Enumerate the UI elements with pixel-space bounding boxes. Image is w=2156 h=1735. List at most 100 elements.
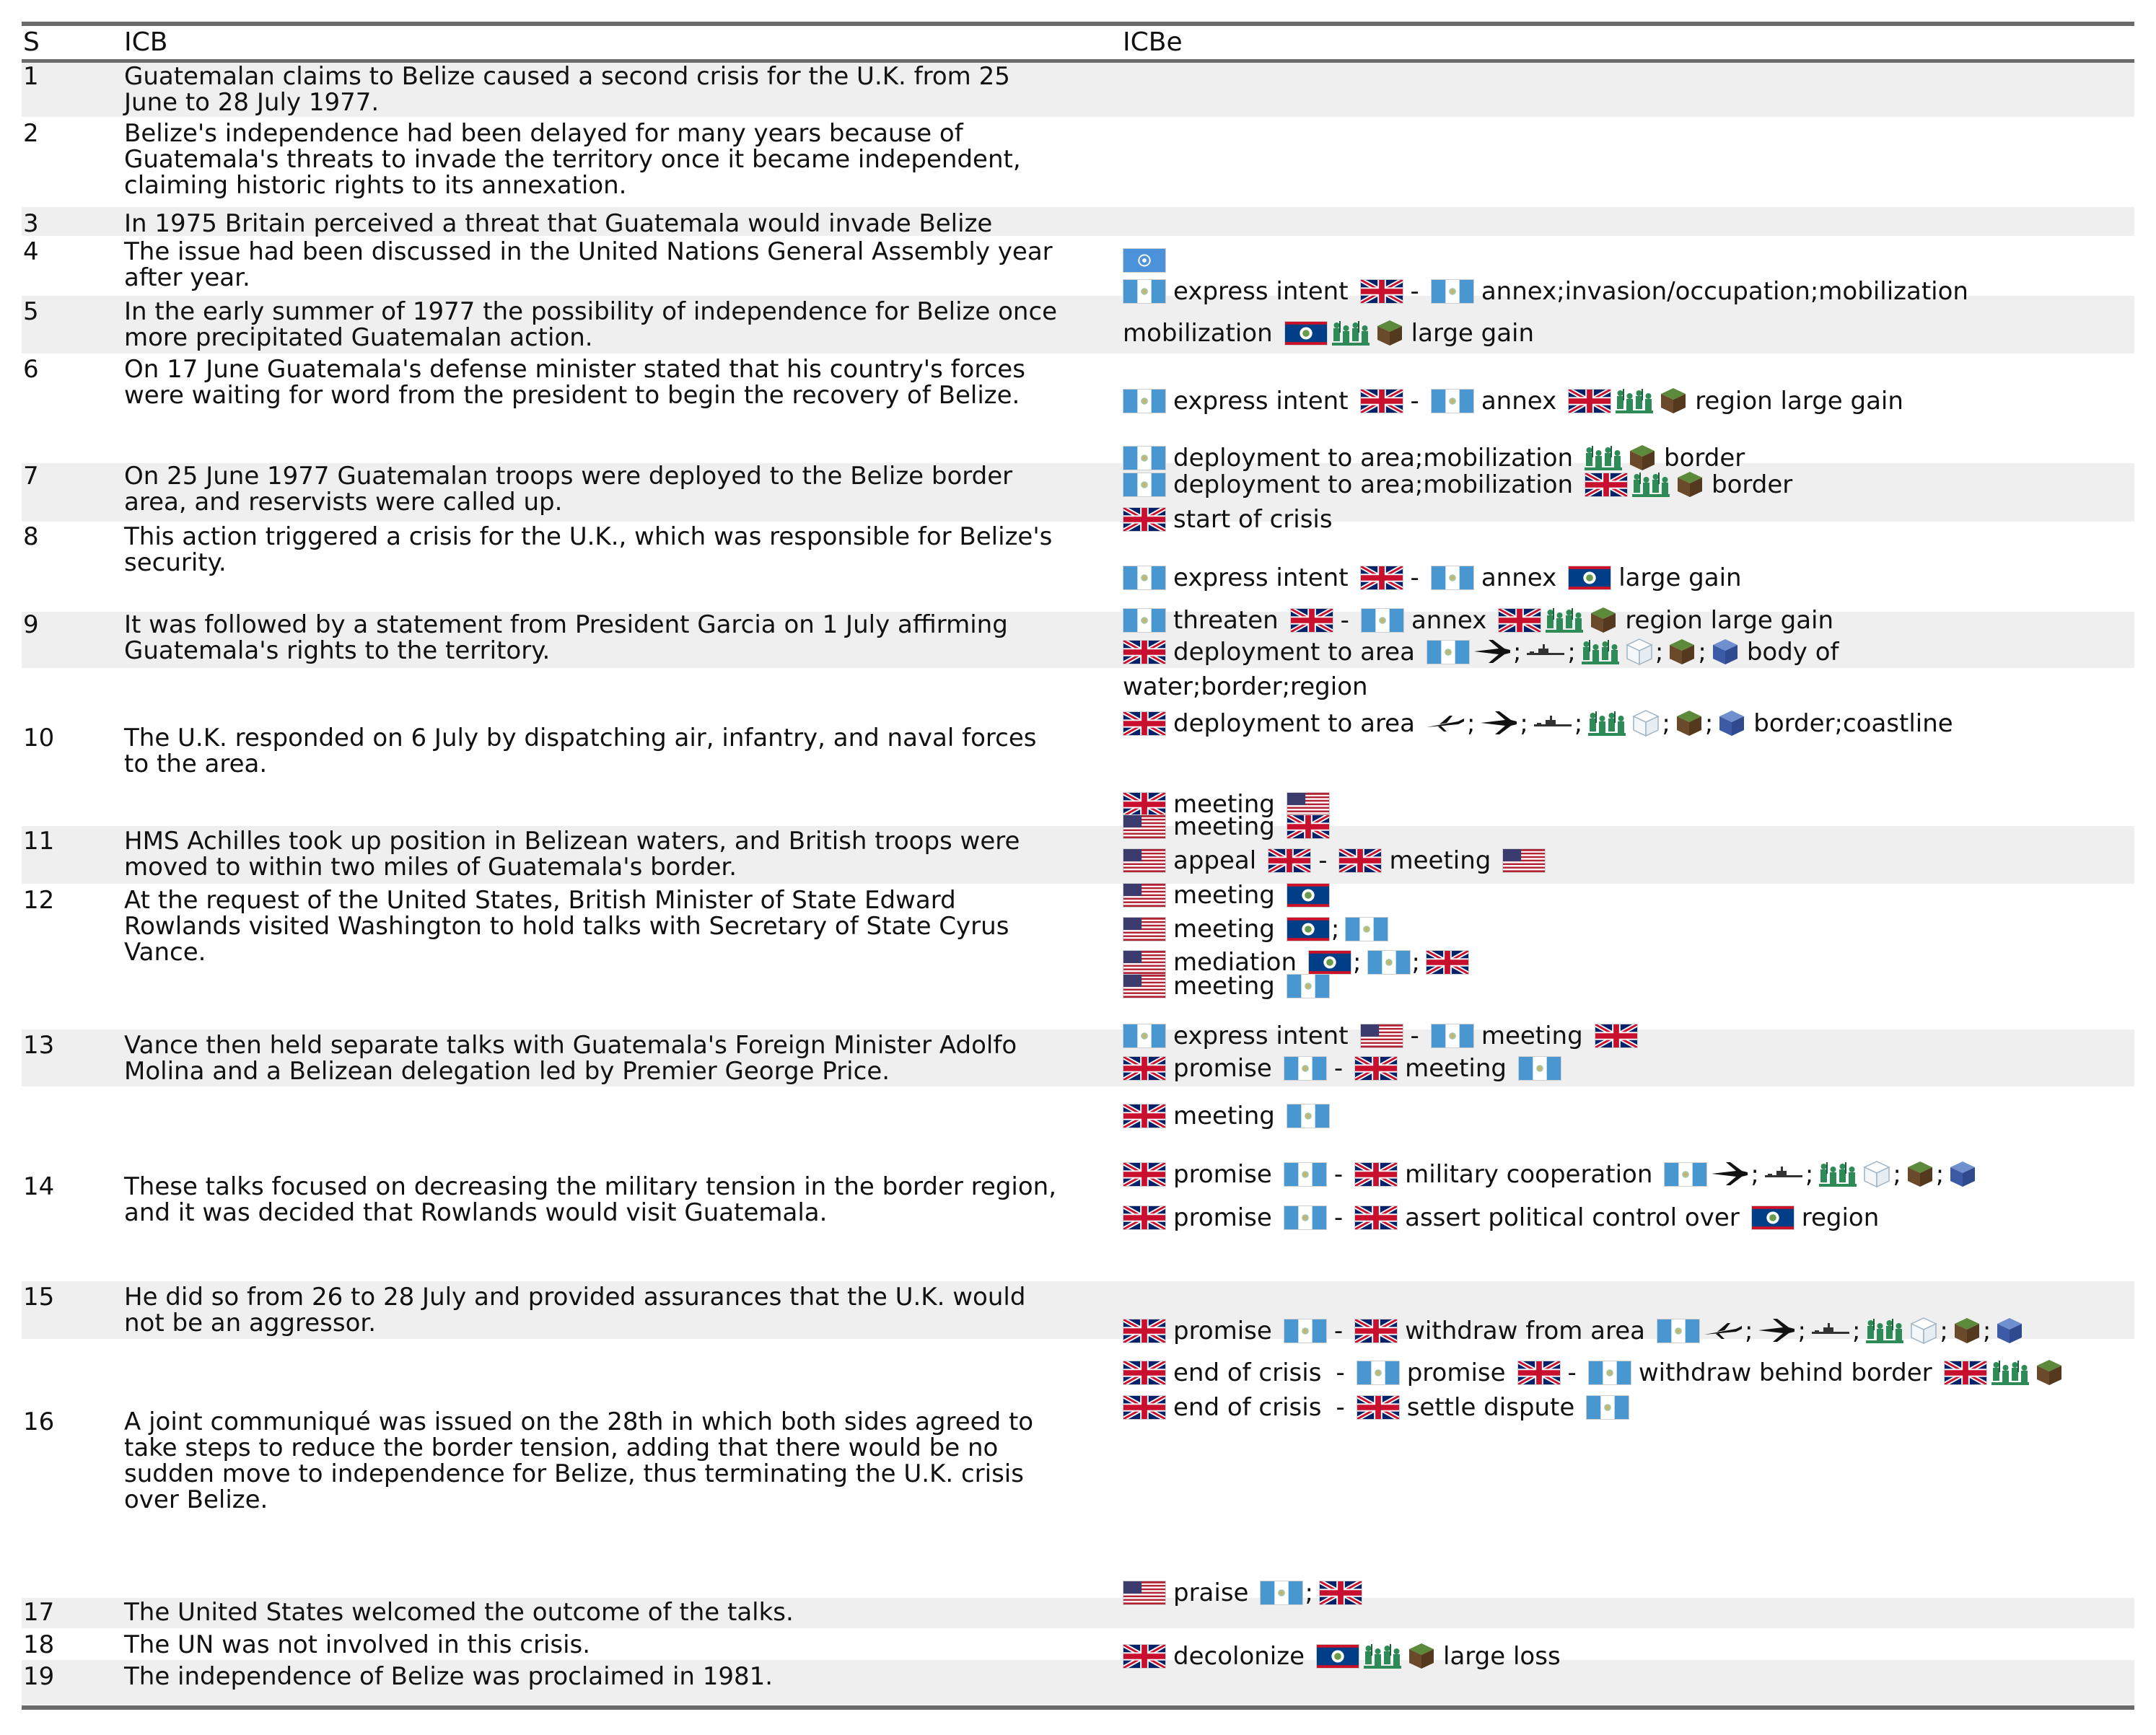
icb-sentence: These talks focused on decreasing the mi…: [124, 1172, 1057, 1227]
row-number: 6: [23, 355, 39, 384]
us-flag-icon: [1123, 848, 1166, 873]
event-label: settle dispute: [1406, 1393, 1575, 1422]
row-band: [22, 826, 2134, 884]
separator: ;: [1935, 1160, 1945, 1189]
soldiers-icon: [1818, 1159, 1859, 1188]
uk-flag-icon: [1268, 848, 1312, 873]
uk-flag-icon: [1123, 640, 1166, 664]
event-label: military cooperation: [1405, 1160, 1653, 1189]
event-label: meeting: [1389, 846, 1491, 875]
separator: ;: [1512, 638, 1522, 667]
us-flag-icon: [1359, 1024, 1403, 1048]
event-label: withdraw from area: [1405, 1317, 1646, 1345]
event-label: express intent: [1173, 387, 1349, 416]
bz-flag-icon: [1308, 950, 1352, 975]
gt-flag-icon: [1430, 389, 1474, 413]
separator: ;: [1411, 948, 1420, 977]
icbe-event-line: meeting: [1123, 1103, 1330, 1129]
uk-flag-icon: [1943, 1361, 1987, 1385]
row-number: 16: [23, 1407, 55, 1436]
separator: -: [1410, 277, 1419, 306]
row-band: [22, 60, 2134, 117]
water-icon: [1717, 708, 1746, 737]
water-icon: [1948, 1159, 1977, 1188]
gt-flag-icon: [1356, 1361, 1400, 1385]
us-flag-icon: [1123, 814, 1166, 839]
event-label: promise: [1173, 1203, 1272, 1232]
icbe-event-line: express intent - annex large gain: [1123, 565, 1749, 591]
gt-flag-icon: [1430, 279, 1474, 304]
icbe-event-line: start of crisis: [1123, 506, 1340, 532]
event-label: decolonize: [1173, 1642, 1305, 1671]
row-number: 17: [23, 1598, 55, 1627]
cube-icon: [1625, 637, 1654, 666]
icb-sentence: A joint communiqué was issued on the 28t…: [124, 1407, 1034, 1514]
gt-flag-icon: [1283, 1319, 1327, 1343]
event-label: meeting: [1173, 812, 1275, 841]
plane-icon: [1703, 1316, 1743, 1345]
separator: -: [1318, 846, 1328, 875]
icbe-event-line: threaten - annex region large gain: [1123, 605, 1841, 634]
event-label: deployment to area;mobilization: [1173, 470, 1574, 499]
header-icb: ICB: [124, 27, 168, 57]
icbe-event-line: deployment to area;;;;; border;coastline: [1123, 708, 1960, 737]
event-label: promise: [1173, 1160, 1272, 1189]
event-label: threaten: [1173, 606, 1279, 635]
gt-flag-icon: [1123, 473, 1166, 497]
event-label: deployment to area: [1173, 709, 1415, 738]
icb-sentence: On 25 June 1977 Guatemalan troops were d…: [124, 462, 1013, 517]
row-number: 15: [23, 1283, 55, 1312]
icb-icbe-table: S ICB ICBe 1 Guatemalan claims to Belize …: [22, 22, 2134, 1713]
separator: ;: [1655, 638, 1664, 667]
separator: ;: [1305, 1578, 1313, 1607]
separator: ;: [1852, 1317, 1861, 1345]
event-label: deployment to area;mobilization: [1173, 444, 1574, 473]
row-number: 12: [23, 886, 55, 915]
event-label: deployment to area: [1173, 638, 1415, 667]
uk-flag-icon: [1356, 1395, 1400, 1420]
row-number: 5: [23, 297, 39, 326]
gt-flag-icon: [1517, 1056, 1561, 1081]
separator: -: [1410, 1022, 1419, 1050]
icbe-event-line: decolonize large loss: [1123, 1641, 1568, 1670]
icbe-event-line: end of crisis - promise - withdraw behind bo…: [1123, 1358, 2064, 1387]
icbe-event-line: promise - meeting: [1123, 1055, 1561, 1081]
row-number: 7: [23, 462, 39, 491]
separator: -: [1333, 1160, 1344, 1189]
gt-flag-icon: [1426, 640, 1470, 664]
icbe-event-line: meeting: [1123, 973, 1330, 999]
icbe-event-line: promise - assert political control over reg…: [1123, 1205, 1886, 1231]
event-label: meeting: [1173, 1102, 1275, 1130]
soldiers-icon: [1614, 386, 1656, 415]
separator: ;: [1567, 638, 1576, 667]
separator: ;: [1797, 1317, 1806, 1345]
plane-icon: [1425, 708, 1465, 737]
row-band: [22, 612, 2134, 668]
event-label: meeting: [1481, 1022, 1583, 1050]
us-flag-icon: [1123, 883, 1166, 908]
event-label: meeting: [1173, 790, 1275, 819]
row-number: 1: [23, 62, 39, 91]
event-label: region large gain: [1695, 387, 1903, 416]
row-band: [22, 207, 2134, 236]
row-number: 11: [23, 827, 55, 856]
event-label: promise: [1406, 1358, 1506, 1387]
separator: -: [1340, 606, 1349, 635]
soldiers-icon: [1631, 470, 1673, 498]
row-number: 13: [23, 1031, 55, 1060]
soldiers-icon: [1544, 605, 1586, 634]
row-number: 10: [23, 724, 55, 752]
row-band: [22, 1598, 2134, 1628]
event-label: annex: [1411, 606, 1487, 635]
separator: -: [1567, 1358, 1577, 1387]
un-flag-icon: [1123, 248, 1166, 273]
uk-flag-icon: [1338, 848, 1382, 873]
icbe-event-line: [1123, 247, 1166, 273]
event-label: meeting: [1173, 881, 1275, 910]
icbe-event-line: meeting;: [1123, 916, 1389, 942]
water-icon: [1995, 1316, 2024, 1345]
separator: ;: [1662, 709, 1670, 738]
uk-flag-icon: [1585, 473, 1629, 497]
icbe-event-line: mediation;;: [1123, 949, 1469, 975]
icb-sentence: Belize's independence had been delayed f…: [124, 119, 1021, 200]
